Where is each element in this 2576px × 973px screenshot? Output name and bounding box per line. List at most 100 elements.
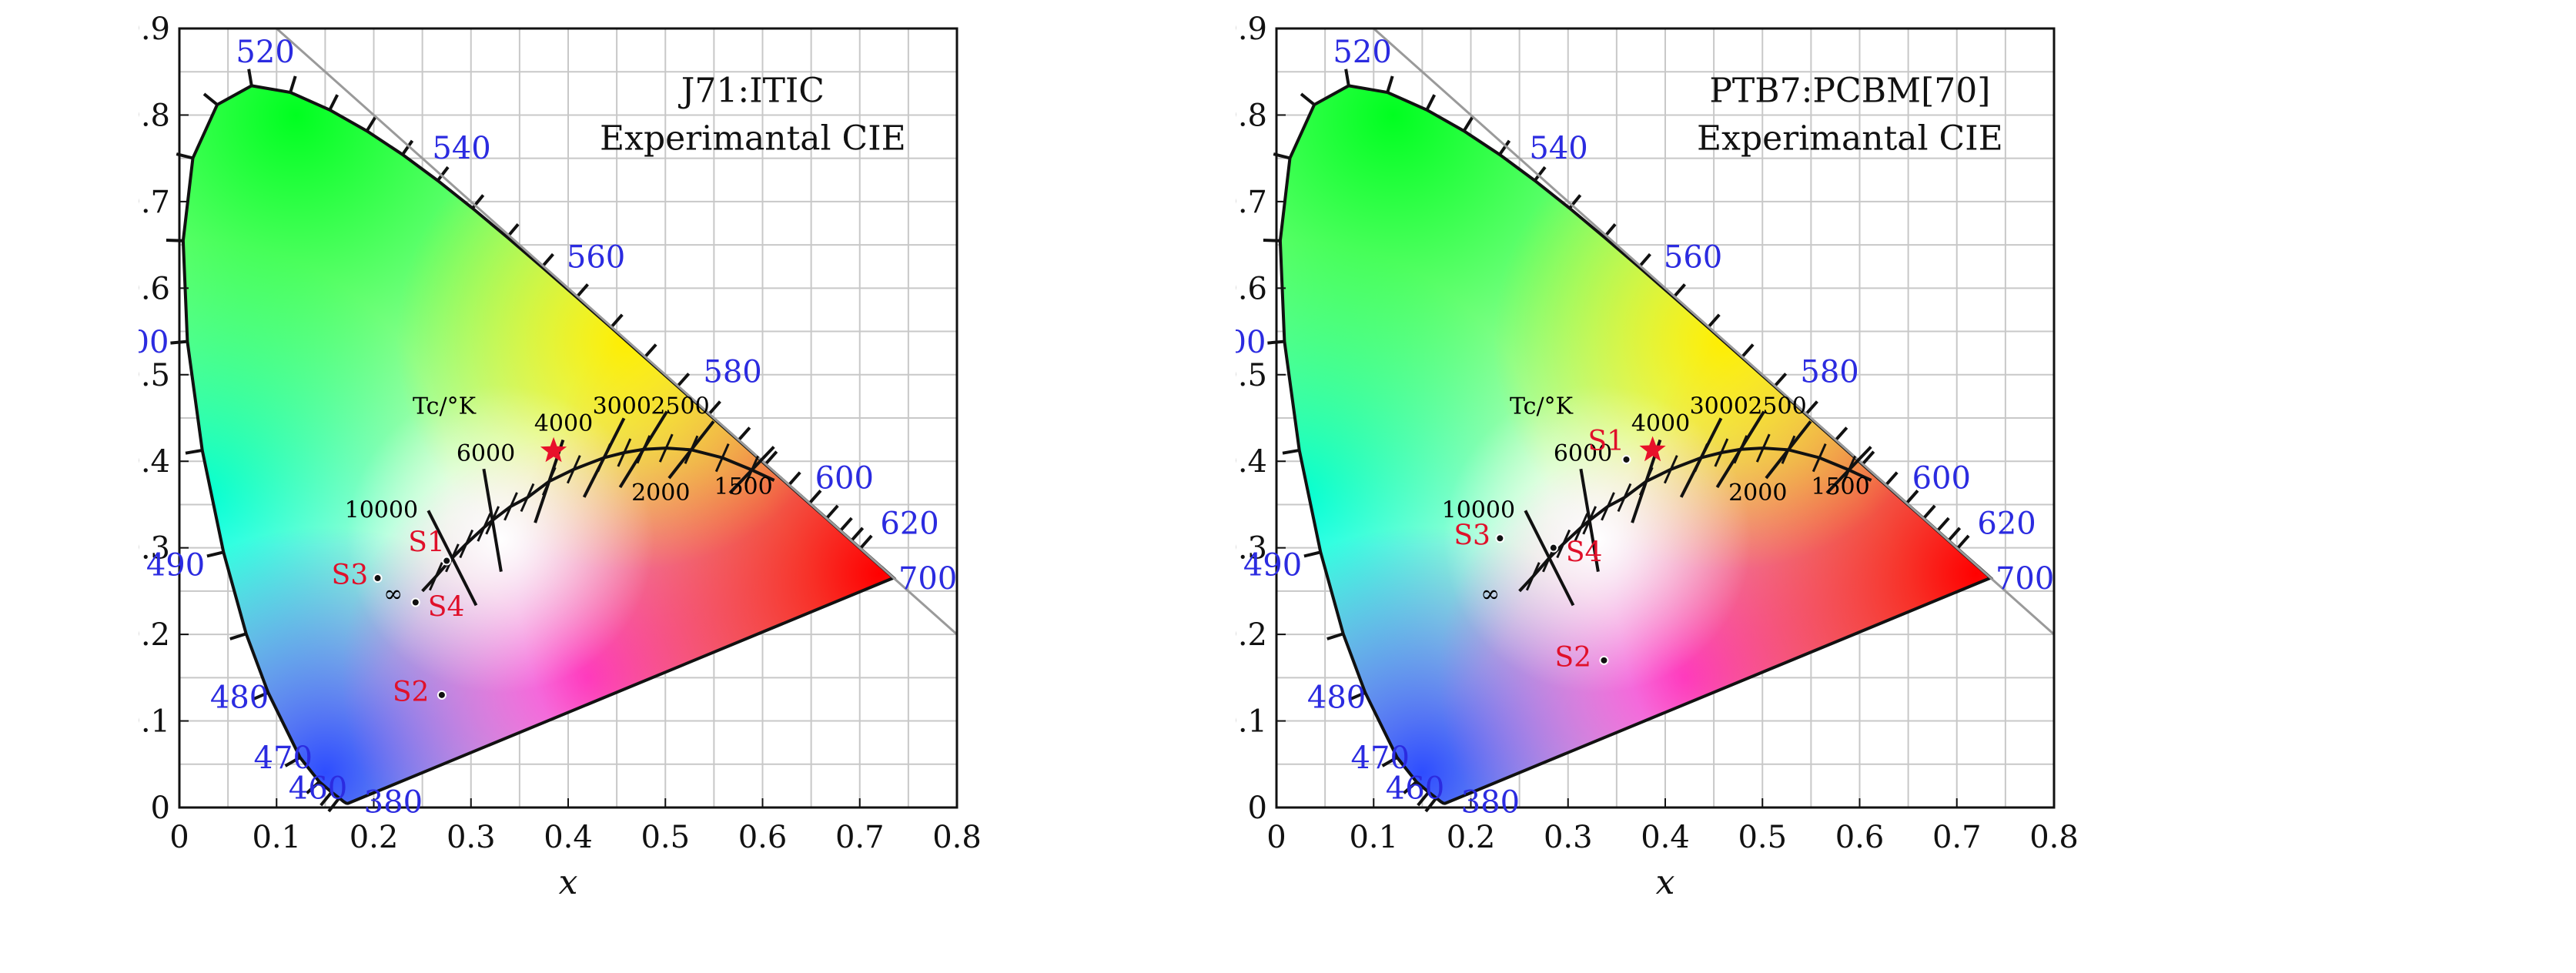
wavelength-label-580: 580: [703, 354, 761, 390]
star-marker: [540, 436, 567, 463]
planck-hatch: [541, 466, 557, 496]
title-line-1: PTB7:PCBM[70]: [1709, 72, 1990, 111]
locus-tick: [859, 534, 873, 550]
planck-hatch: [1525, 562, 1541, 591]
planck-hatch: [459, 529, 474, 559]
wavelength-label-490: 490: [146, 547, 205, 583]
planck-hatch: [520, 483, 535, 513]
locus-tick: [1533, 166, 1547, 182]
wavelength-label-560: 560: [1664, 239, 1722, 275]
sample-label-S2: S2: [393, 677, 430, 708]
y-tick-label: 0.5: [1236, 358, 1267, 393]
locus-tick: [850, 527, 865, 542]
x-tick-label: 0.8: [2029, 820, 2079, 855]
planck-hatch: [1601, 492, 1615, 521]
y-tick-label: 0.4: [1236, 444, 1267, 480]
locus-tick: [365, 115, 377, 132]
locus-tick: [185, 448, 203, 455]
locus-tick: [1905, 490, 1919, 505]
locus-tick: [1425, 94, 1437, 111]
wavelength-label-560: 560: [567, 239, 625, 275]
locus-tick: [1885, 471, 1899, 486]
locus-tick: [643, 343, 657, 359]
cct-title: Tc/°K: [413, 393, 477, 420]
cct-label: 2500: [1748, 393, 1806, 420]
planck-hatch: [503, 492, 518, 521]
planck-hatch: [714, 443, 730, 473]
wavelength-label-500: 500: [1236, 325, 1266, 360]
locus-tick: [708, 400, 721, 416]
planck-hatch: [1842, 455, 1856, 485]
wavelength-label-620: 620: [1977, 507, 2036, 542]
planck-hatch: [597, 443, 611, 473]
wavelength-label-620: 620: [880, 507, 938, 542]
planck-hatch: [428, 562, 443, 591]
wavelength-label-700: 700: [1996, 561, 2054, 597]
planck-hatch: [566, 455, 581, 484]
locus-tick: [1417, 791, 1430, 807]
locus-tick: [1740, 343, 1755, 359]
planck-hatch: [1714, 438, 1729, 467]
locus-tick: [1638, 252, 1651, 269]
locus-tick: [1672, 283, 1686, 299]
locus-tick: [1805, 400, 1818, 416]
cie-panel-b: 00.10.20.30.40.50.60.70.800.10.20.30.40.…: [1152, 0, 2390, 970]
locus-tick: [436, 166, 450, 182]
title-line-2: Experimantal CIE: [600, 119, 906, 158]
sample-point-S3: [1495, 533, 1505, 543]
y-tick-label: 0.8: [1236, 98, 1267, 133]
sample-label-S4: S4: [1566, 537, 1603, 569]
x-tick-label: 0: [1266, 820, 1286, 855]
wavelength-label-470: 470: [254, 741, 313, 776]
sample-point-S2: [437, 690, 447, 700]
cct-label: 4000: [1631, 410, 1690, 437]
locus-tick: [202, 92, 219, 106]
wavelength-label-540: 540: [1529, 131, 1587, 166]
x-tick-label: 0.3: [447, 820, 496, 855]
y-tick-label: 0.6: [139, 271, 170, 306]
cct-label: 3000: [1690, 393, 1748, 420]
reference-line: [1373, 27, 2055, 636]
locus-tick: [540, 252, 554, 269]
x-tick-label: 0.5: [1738, 820, 1787, 855]
locus-tick: [788, 471, 801, 486]
x-tick-label: 0.7: [835, 820, 885, 855]
x-tick-label: 0.3: [1544, 820, 1593, 855]
wavelength-label-520: 520: [1333, 35, 1391, 70]
title-line-1: J71:ITIC: [678, 72, 825, 111]
x-tick-label: 0.2: [1447, 820, 1496, 855]
locus-tick: [229, 632, 247, 640]
x-tick-label: 0.4: [1641, 820, 1690, 855]
wavelength-label-600: 600: [1912, 461, 1971, 497]
cct-label: 4000: [534, 410, 593, 437]
planck-hatch: [1781, 435, 1796, 464]
cct-title: Tc/°K: [1510, 393, 1574, 420]
wavelength-label-380: 380: [1461, 784, 1520, 820]
locus-tick: [825, 504, 839, 520]
cie-panel-a: 00.10.20.30.40.50.60.70.800.10.20.30.40.…: [55, 0, 1293, 970]
locus-tick: [306, 781, 321, 794]
locus-tick: [1424, 797, 1438, 813]
y-tick-label: 0.2: [139, 617, 170, 653]
sample-label-S1: S1: [408, 527, 445, 559]
locus-tick: [1947, 527, 1962, 542]
wavelength-label-520: 520: [236, 35, 294, 70]
locus-tick: [1936, 517, 1950, 532]
y-tick-label: 0.1: [139, 704, 170, 740]
x-tick-label: 0.1: [252, 820, 301, 855]
cct-label: 10000: [345, 497, 418, 523]
wavelength-label-600: 600: [815, 461, 874, 497]
planck-hatch: [1582, 506, 1597, 535]
planck-hatch: [1812, 443, 1827, 473]
planck-hatch: [477, 513, 492, 542]
locus-tick: [1349, 690, 1367, 701]
cct-label: ∞: [383, 580, 403, 607]
planck-hatch: [1733, 435, 1748, 464]
planck-hatch: [1617, 483, 1632, 513]
wavelength-label-470: 470: [1351, 741, 1410, 776]
locus-tick: [1462, 115, 1474, 132]
sample-point-S1: [442, 556, 452, 566]
cct-label: 6000: [1554, 440, 1612, 467]
locus-tick: [1386, 75, 1394, 93]
locus-tick: [206, 550, 224, 558]
